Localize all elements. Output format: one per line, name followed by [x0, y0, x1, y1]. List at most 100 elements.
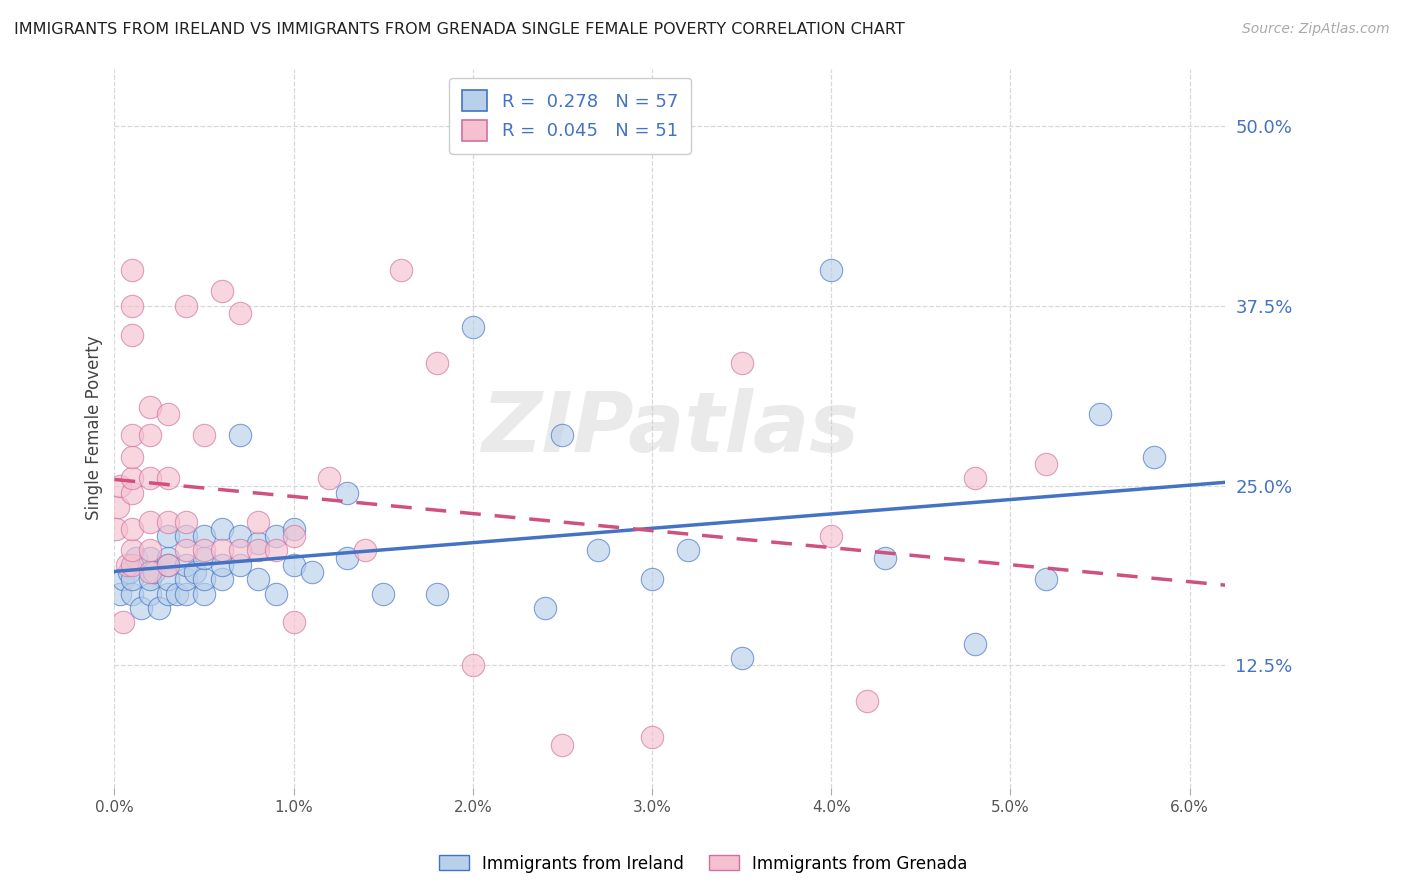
Point — [112, 615, 135, 630]
Text: ZIPatlas: ZIPatlas — [481, 388, 859, 468]
Point — [283, 558, 305, 572]
Point — [283, 529, 305, 543]
Point — [1088, 407, 1111, 421]
Point — [174, 586, 197, 600]
Point — [641, 572, 664, 586]
Point — [301, 565, 323, 579]
Point — [229, 306, 252, 320]
Point — [157, 529, 180, 543]
Point — [730, 651, 752, 665]
Point — [1035, 457, 1057, 471]
Point — [264, 586, 287, 600]
Point — [193, 543, 215, 558]
Point — [112, 572, 135, 586]
Point — [139, 428, 162, 442]
Point — [246, 572, 269, 586]
Point — [730, 356, 752, 370]
Point — [551, 738, 574, 752]
Point — [193, 572, 215, 586]
Point — [676, 543, 699, 558]
Point — [174, 515, 197, 529]
Point — [873, 550, 896, 565]
Point — [121, 450, 143, 464]
Point — [157, 586, 180, 600]
Point — [139, 550, 162, 565]
Point — [157, 550, 180, 565]
Point — [283, 522, 305, 536]
Point — [373, 586, 395, 600]
Legend: Immigrants from Ireland, Immigrants from Grenada: Immigrants from Ireland, Immigrants from… — [432, 848, 974, 880]
Point — [157, 558, 180, 572]
Point — [121, 522, 143, 536]
Point — [184, 565, 207, 579]
Point — [121, 486, 143, 500]
Text: Source: ZipAtlas.com: Source: ZipAtlas.com — [1241, 22, 1389, 37]
Point — [139, 515, 162, 529]
Point — [157, 515, 180, 529]
Point — [148, 601, 170, 615]
Point — [283, 615, 305, 630]
Point — [121, 428, 143, 442]
Point — [820, 263, 842, 277]
Point — [139, 572, 162, 586]
Point — [121, 572, 143, 586]
Point — [139, 543, 162, 558]
Point — [229, 428, 252, 442]
Point — [211, 285, 233, 299]
Point — [211, 522, 233, 536]
Point — [336, 486, 359, 500]
Point — [211, 572, 233, 586]
Point — [229, 543, 252, 558]
Point — [963, 471, 986, 485]
Point — [174, 529, 197, 543]
Point — [246, 536, 269, 550]
Point — [139, 471, 162, 485]
Point — [129, 601, 152, 615]
Point — [426, 356, 449, 370]
Point — [139, 586, 162, 600]
Point — [318, 471, 340, 485]
Point — [193, 586, 215, 600]
Point — [108, 586, 131, 600]
Point — [118, 565, 141, 579]
Point — [121, 543, 143, 558]
Point — [157, 471, 180, 485]
Point — [229, 529, 252, 543]
Y-axis label: Single Female Poverty: Single Female Poverty — [86, 335, 103, 520]
Point — [211, 558, 233, 572]
Point — [641, 731, 664, 745]
Point — [389, 263, 412, 277]
Text: IMMIGRANTS FROM IRELAND VS IMMIGRANTS FROM GRENADA SINGLE FEMALE POVERTY CORRELA: IMMIGRANTS FROM IRELAND VS IMMIGRANTS FR… — [14, 22, 905, 37]
Point — [533, 601, 555, 615]
Point — [174, 299, 197, 313]
Point — [264, 543, 287, 558]
Point — [246, 543, 269, 558]
Point — [125, 550, 148, 565]
Point — [1035, 572, 1057, 586]
Point — [820, 529, 842, 543]
Point — [354, 543, 377, 558]
Point — [115, 558, 138, 572]
Point — [157, 558, 180, 572]
Point — [461, 658, 484, 673]
Point — [174, 543, 197, 558]
Point — [107, 500, 129, 515]
Point — [856, 694, 879, 708]
Point — [193, 529, 215, 543]
Point — [105, 522, 128, 536]
Point — [142, 565, 165, 579]
Point — [139, 400, 162, 414]
Point — [166, 586, 188, 600]
Point — [461, 320, 484, 334]
Point — [193, 550, 215, 565]
Point — [121, 471, 143, 485]
Point — [174, 558, 197, 572]
Point — [963, 637, 986, 651]
Point — [264, 529, 287, 543]
Point — [211, 543, 233, 558]
Point — [229, 558, 252, 572]
Point — [108, 478, 131, 492]
Legend: R =  0.278   N = 57, R =  0.045   N = 51: R = 0.278 N = 57, R = 0.045 N = 51 — [450, 78, 690, 153]
Point — [336, 550, 359, 565]
Point — [121, 263, 143, 277]
